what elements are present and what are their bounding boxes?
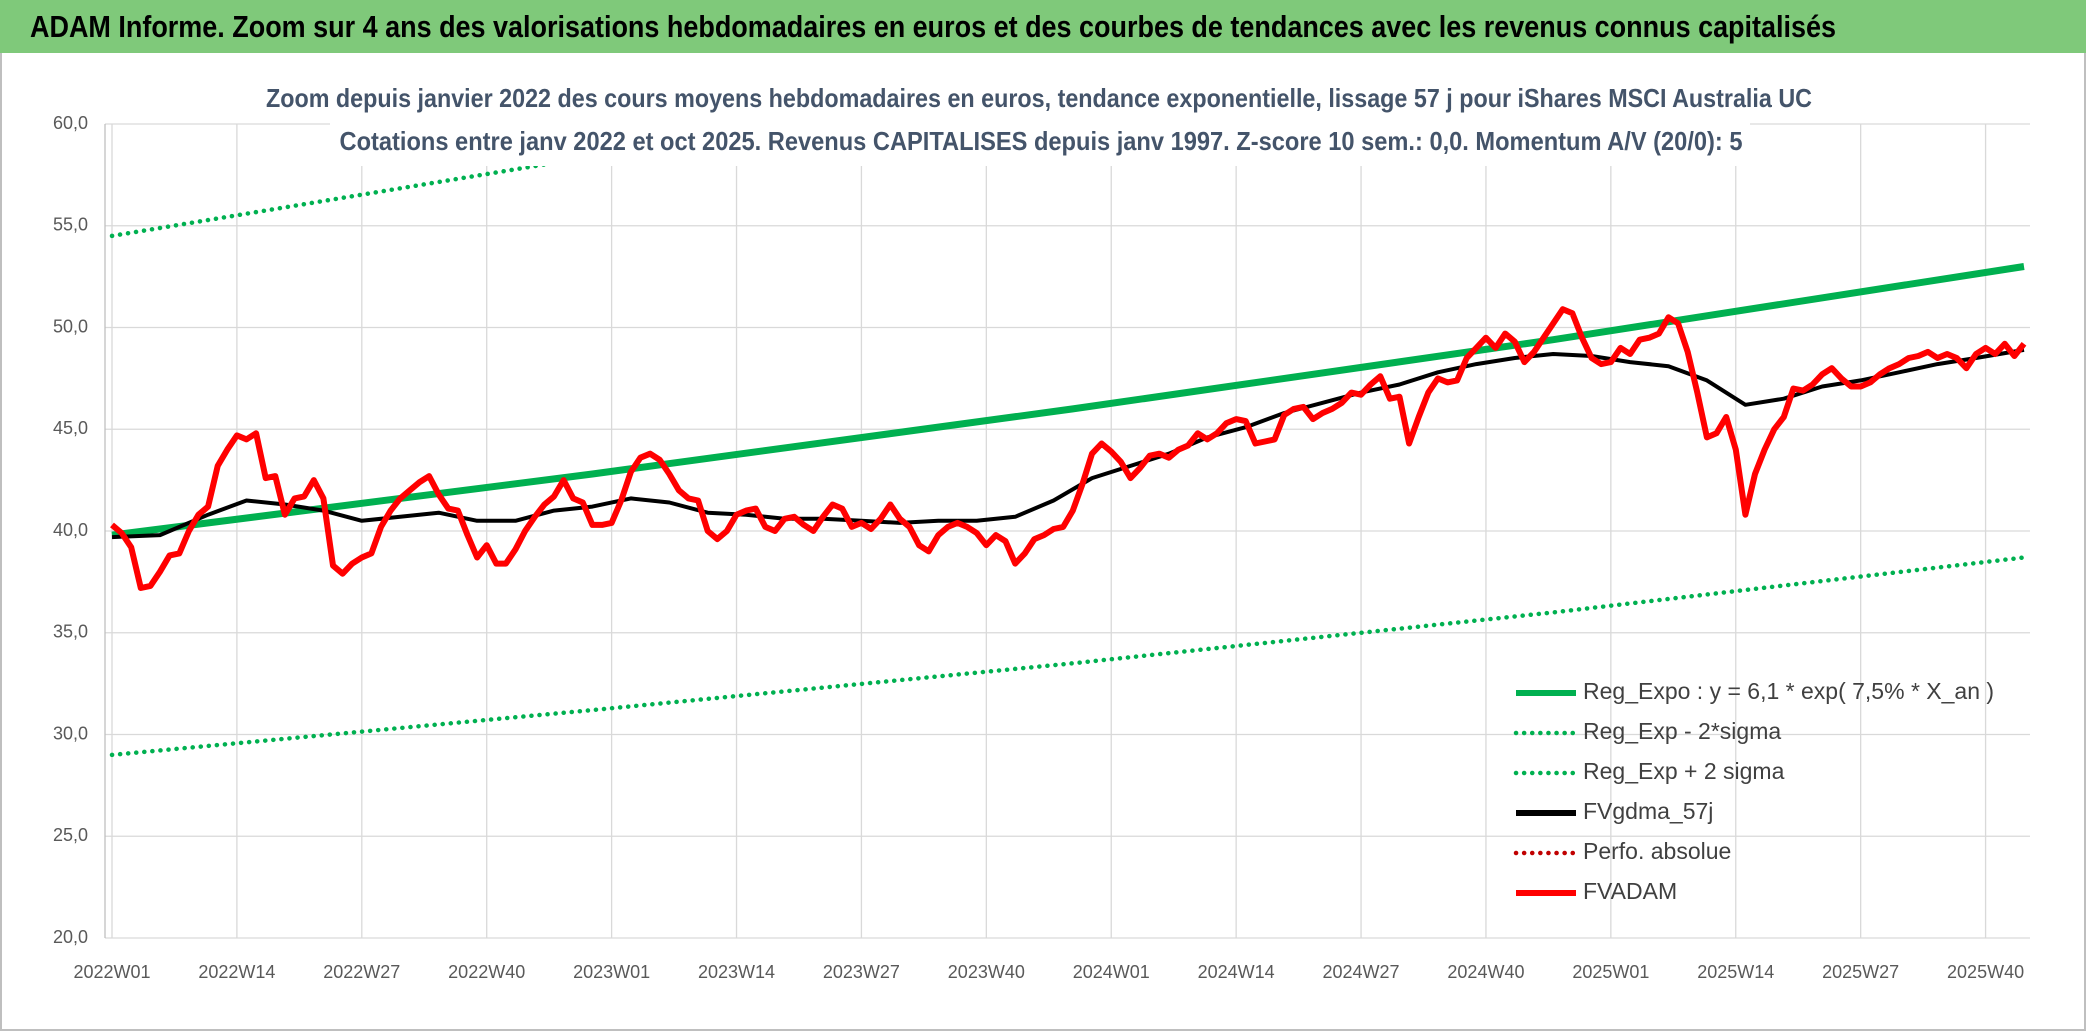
grid [104,123,2030,939]
legend-label: Perfo. absolue [1583,838,1731,864]
legend-label: FVgdma_57j [1583,798,1713,824]
y-tick-label: 25,0 [53,825,88,845]
y-tick-label: 60,0 [53,113,88,133]
chart-title: ADAM Informe. Zoom sur 4 ans des valoris… [30,9,1836,44]
series-line [109,555,2027,758]
x-tick-label: 2025W14 [1697,962,1774,982]
x-tick-label: 2022W14 [198,962,275,982]
x-tick-label: 2025W40 [1947,962,2024,982]
title-banner [0,0,2086,53]
x-tick-label: 2022W40 [448,962,525,982]
legend-label: FVADAM [1583,878,1677,904]
series-line [111,347,2025,540]
y-tick-label: 30,0 [53,723,88,743]
subtitle: Zoom depuis janvier 2022 des cours moyen… [266,83,1812,113]
y-tick-label: 55,0 [53,215,88,235]
legend-label: Reg_Expo : y = 6,1 * exp( 7,5% * X_an ) [1583,678,1994,704]
x-tick-label: 2023W27 [823,962,900,982]
subtitle-box [259,80,1819,120]
y-tick-label: 20,0 [53,927,88,947]
x-tick-label: 2023W14 [698,962,775,982]
x-tick-label: 2024W01 [1073,962,1150,982]
x-tick-label: 2023W01 [573,962,650,982]
x-tick-label: 2025W01 [1572,962,1649,982]
legend-label: Reg_Exp + 2 sigma [1583,758,1785,784]
legend-label: Reg_Exp - 2*sigma [1583,718,1781,744]
series-line [111,263,2025,539]
y-tick-label: 45,0 [53,418,88,438]
y-tick-label: 35,0 [53,622,88,642]
x-tick-label: 2025W27 [1822,962,1899,982]
x-tick-label: 2023W40 [948,962,1025,982]
series-line [110,306,2027,591]
y-tick-label: 50,0 [53,316,88,336]
subtitle-box [330,120,1750,166]
y-tick-label: 40,0 [53,520,88,540]
axes: 20,0 25,0 30,0 35,0 40,0 45,0 50,0 55,0 60,0 2022… [53,113,2024,982]
x-tick-label: 2024W27 [1323,962,1400,982]
legend: Reg_Expo : y = 6,1 * exp( 7,5% * X_an ) R… [1513,678,1994,904]
subtitle: Cotations entre janv 2022 et oct 2025. R… [340,126,1743,156]
plot-lines [109,124,2027,758]
x-tick-label: 2024W40 [1447,962,1524,982]
x-tick-label: 2024W14 [1198,962,1275,982]
series-line [109,124,780,239]
x-tick-label: 2022W01 [73,962,150,982]
x-tick-label: 2022W27 [323,962,400,982]
